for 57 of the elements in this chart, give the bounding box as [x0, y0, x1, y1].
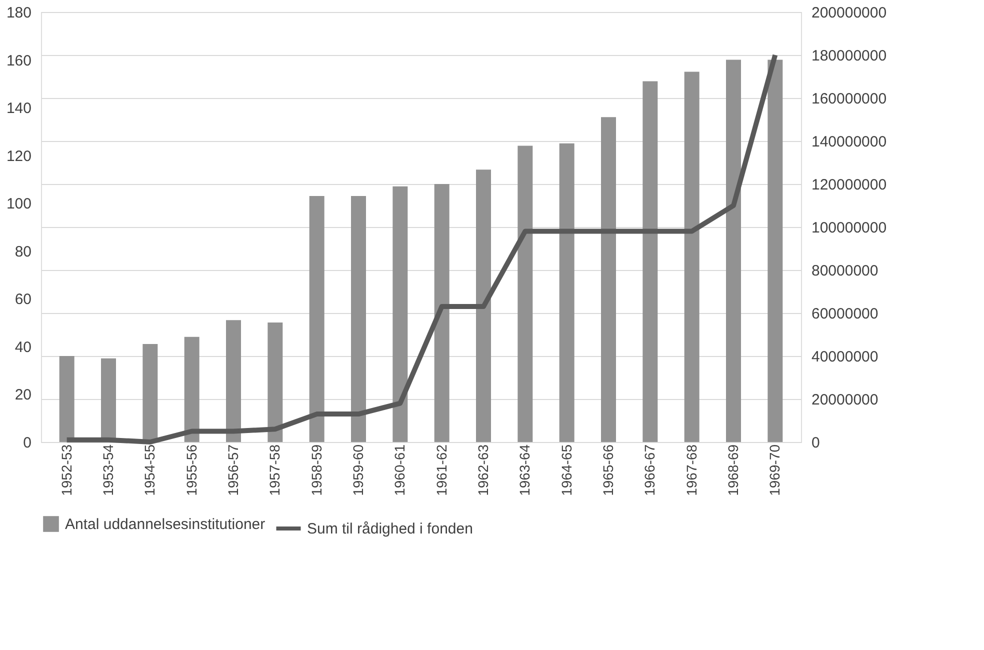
x-tick-label: 1969-70: [766, 444, 783, 496]
y2-tick-label: 20000000: [812, 392, 878, 408]
bar: [184, 336, 200, 442]
x-tick-label: 1961-62: [433, 444, 450, 496]
y-tick-label: 160: [6, 52, 32, 70]
x-tick-label: 1958-59: [308, 444, 324, 496]
x-tick-label: 1957-58: [266, 444, 283, 496]
y-tick-label: 20: [14, 386, 32, 404]
x-tick-label: 1954-55: [142, 444, 158, 496]
y-tick-label: 80: [14, 243, 32, 260]
y2-tick-label: 100000000: [812, 220, 887, 236]
bar: [351, 196, 366, 442]
x-tick-label: 1953-54: [100, 444, 116, 496]
y-tick-label: 60: [14, 291, 32, 308]
x-tick-label: 1959-60: [350, 444, 366, 496]
x-tick-label: 1960-61: [392, 444, 408, 496]
bar: [518, 146, 533, 442]
y2-tick-label: 0: [812, 434, 820, 452]
y-tick-label: 0: [23, 434, 32, 452]
y-tick-label: 180: [6, 4, 32, 22]
y2-tick-label: 40000000: [812, 348, 878, 366]
x-tick-label: 1952-53: [58, 444, 74, 496]
x-tick-label: 1956-57: [225, 444, 241, 496]
bar: [642, 81, 658, 442]
y2-tick-label: 180000000: [812, 48, 887, 64]
x-tick-label: 1967-68: [683, 444, 700, 496]
y2-tick-label: 60000000: [812, 306, 878, 322]
y2-tick-label: 80000000: [812, 262, 878, 280]
x-tick-label: 1966-67: [642, 444, 658, 496]
y2-tick-label: 200000000: [812, 4, 887, 22]
y-tick-label: 120: [6, 148, 32, 165]
y-tick-label: 100: [6, 196, 32, 213]
x-tick-label: 1965-66: [600, 444, 616, 496]
bar: [226, 320, 241, 442]
legend-label: Antal uddannelsesinstitutioner: [65, 516, 266, 533]
legend-label: Sum til rådighed i fonden: [307, 520, 473, 538]
y2-tick-label: 160000000: [812, 90, 887, 108]
x-tick-label: 1955-56: [183, 444, 200, 496]
x-tick-label: 1964-65: [558, 444, 574, 496]
bar: [726, 60, 741, 442]
x-tick-label: 1963-64: [516, 444, 533, 496]
bar: [309, 196, 324, 442]
y2-tick-label: 120000000: [812, 176, 887, 194]
bar: [59, 356, 74, 442]
bar: [684, 72, 700, 442]
y-tick-label: 40: [14, 338, 32, 356]
bar: [476, 170, 491, 442]
y2-tick-label: 140000000: [812, 134, 887, 150]
y-tick-label: 140: [6, 100, 32, 118]
x-tick-label: 1968-69: [725, 444, 741, 496]
bar: [392, 186, 408, 442]
bar: [601, 117, 616, 442]
bar: [768, 60, 783, 442]
x-tick-label: 1962-63: [475, 444, 491, 496]
bar: [434, 184, 450, 442]
bar: [559, 143, 574, 442]
bar: [268, 322, 283, 442]
